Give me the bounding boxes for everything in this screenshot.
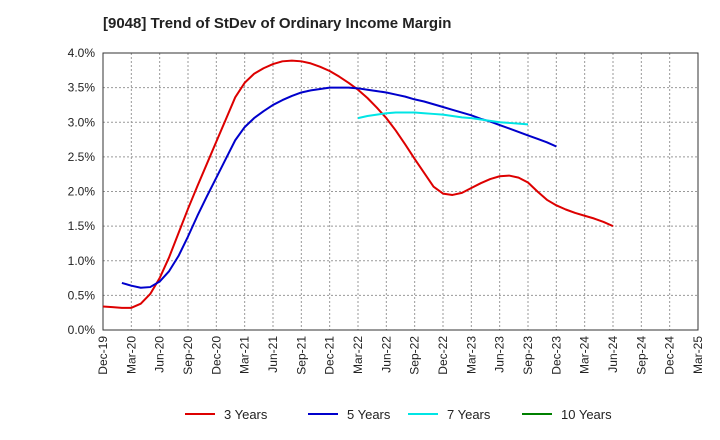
x-tick-label: Mar-23: [464, 336, 478, 374]
x-tick-label: Jun-23: [493, 336, 507, 373]
y-tick-label: 3.5%: [68, 81, 96, 95]
x-tick-label: Jun-22: [379, 336, 393, 373]
series-line: [102, 59, 614, 309]
legend-label: 7 Years: [447, 407, 491, 422]
x-tick-label: Sep-21: [294, 336, 308, 375]
y-tick-label: 2.5%: [68, 150, 96, 164]
legend-label: 3 Years: [224, 407, 268, 422]
legend: 3 Years 5 Years 7 Years 10 Years: [185, 407, 612, 422]
x-tick-label: Mar-22: [351, 336, 365, 374]
legend-label: 5 Years: [347, 407, 391, 422]
series-lines: [102, 59, 614, 309]
x-tick-label: Sep-20: [181, 336, 195, 375]
plot-area: [102, 52, 699, 331]
y-tick-label: 3.0%: [68, 115, 96, 129]
y-tick-label: 2.0%: [68, 185, 96, 199]
x-tick-label: Dec-19: [96, 336, 110, 375]
x-tick-label: Sep-22: [408, 336, 422, 375]
x-tick-label: Dec-21: [323, 336, 337, 375]
grid: [103, 53, 698, 330]
x-tick-label: Dec-22: [436, 336, 450, 375]
y-tick-label: 4.0%: [68, 46, 96, 60]
x-tick-label: Mar-21: [238, 336, 252, 374]
x-tick-label: Mar-25: [691, 336, 705, 374]
x-tick-label: Dec-23: [549, 336, 563, 375]
series-line: [357, 111, 529, 126]
x-tick-label: Jun-20: [153, 336, 167, 373]
x-tick-label: Jun-21: [266, 336, 280, 373]
x-axis: Dec-19 Mar-20 Jun-20 Sep-20 Dec-20 Mar-21 Jun-…: [96, 336, 705, 375]
x-tick-label: Sep-24: [634, 336, 648, 375]
x-tick-label: Mar-20: [124, 336, 138, 374]
y-tick-label: 0.0%: [68, 323, 96, 337]
x-tick-label: Jun-24: [606, 336, 620, 373]
x-tick-label: Dec-20: [209, 336, 223, 375]
y-tick-label: 1.0%: [68, 254, 96, 268]
x-tick-label: Dec-24: [663, 336, 677, 375]
chart-title: [9048] Trend of StDev of Ordinary Income…: [103, 15, 451, 32]
y-axis: 0.0% 0.5% 1.0% 1.5% 2.0% 2.5% 3.0% 3.5% 4.0%: [68, 46, 96, 337]
y-tick-label: 1.5%: [68, 219, 96, 233]
x-tick-label: Mar-24: [578, 336, 592, 374]
y-tick-label: 0.5%: [68, 288, 96, 302]
series-line: [121, 86, 557, 289]
legend-label: 10 Years: [561, 407, 612, 422]
x-tick-label: Sep-23: [521, 336, 535, 375]
